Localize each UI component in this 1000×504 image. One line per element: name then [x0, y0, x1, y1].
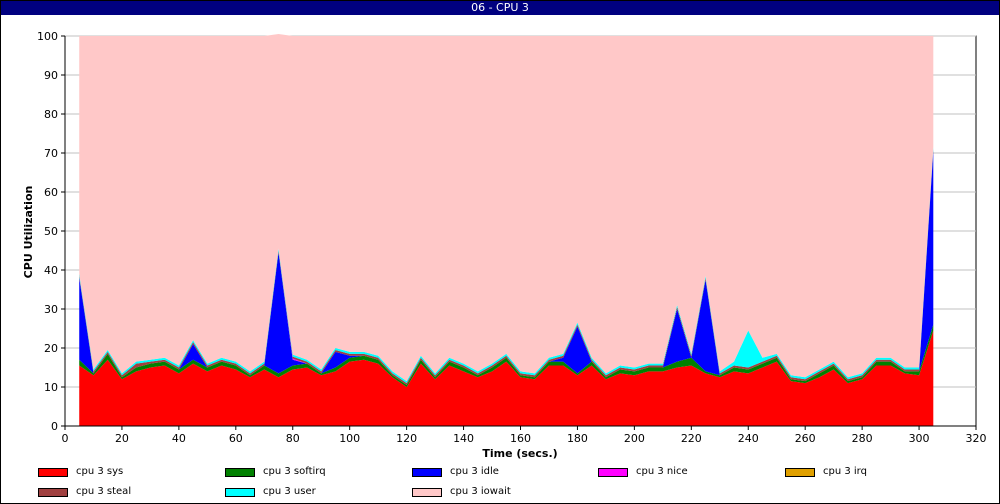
- y-tick-label: 70: [44, 147, 58, 160]
- y-tick-label: 40: [44, 264, 58, 277]
- window-title: 06 - CPU 3: [1, 1, 999, 15]
- legend-label: cpu 3 steal: [76, 486, 132, 497]
- y-tick-label: 30: [44, 303, 58, 316]
- y-tick-label: 90: [44, 69, 58, 82]
- x-tick-label: 200: [624, 432, 645, 445]
- y-tick-label: 100: [37, 30, 58, 43]
- y-tick-label: 20: [44, 342, 58, 355]
- x-tick-label: 100: [339, 432, 360, 445]
- y-tick-label: 50: [44, 225, 58, 238]
- legend-swatch: [225, 488, 255, 497]
- series-area-cpu-3-steal: [79, 149, 934, 386]
- legend-swatch: [412, 488, 442, 497]
- y-tick-label: 60: [44, 186, 58, 199]
- legend-swatch: [785, 468, 815, 477]
- legend-label: cpu 3 user: [263, 486, 316, 497]
- legend-swatch: [225, 468, 255, 477]
- x-tick-label: 80: [286, 432, 300, 445]
- x-axis-title: Time (secs.): [482, 447, 557, 460]
- stacked-areas: [79, 34, 934, 426]
- x-tick-label: 160: [510, 432, 531, 445]
- x-tick-label: 20: [115, 432, 129, 445]
- y-axis-title: CPU Utilization: [22, 186, 35, 279]
- x-tick-label: 280: [852, 432, 873, 445]
- legend-label: cpu 3 idle: [450, 466, 499, 477]
- y-tick-label: 0: [51, 420, 58, 433]
- x-tick-label: 300: [909, 432, 930, 445]
- legend-swatch: [38, 468, 68, 477]
- x-tick-label: 180: [567, 432, 588, 445]
- x-tick-label: 260: [795, 432, 816, 445]
- x-tick-label: 320: [966, 432, 987, 445]
- x-tick-label: 220: [681, 432, 702, 445]
- legend-label: cpu 3 nice: [636, 466, 688, 477]
- series-area-cpu-3-user: [79, 147, 934, 384]
- series-area-cpu-3-iowait: [79, 34, 934, 382]
- legend-label: cpu 3 sys: [76, 466, 124, 477]
- x-tick-label: 60: [229, 432, 243, 445]
- x-tick-label: 0: [62, 432, 69, 445]
- legend-label: cpu 3 iowait: [450, 486, 511, 497]
- series-area-cpu-3-sys: [79, 330, 934, 426]
- x-tick-label: 140: [453, 432, 474, 445]
- legend-label: cpu 3 softirq: [263, 466, 326, 477]
- legend-label: cpu 3 irq: [823, 466, 867, 477]
- y-tick-label: 10: [44, 381, 58, 394]
- legend-swatch: [598, 468, 628, 477]
- axes: 0 10 20 30 40 50 60 70 80 90 100 0 20 40 60 80 100 120 140…: [37, 30, 987, 445]
- legend-swatch: [38, 488, 68, 497]
- x-tick-label: 240: [738, 432, 759, 445]
- y-tick-label: 80: [44, 108, 58, 121]
- x-tick-label: 120: [396, 432, 417, 445]
- x-tick-label: 40: [172, 432, 186, 445]
- legend-swatch: [412, 468, 442, 477]
